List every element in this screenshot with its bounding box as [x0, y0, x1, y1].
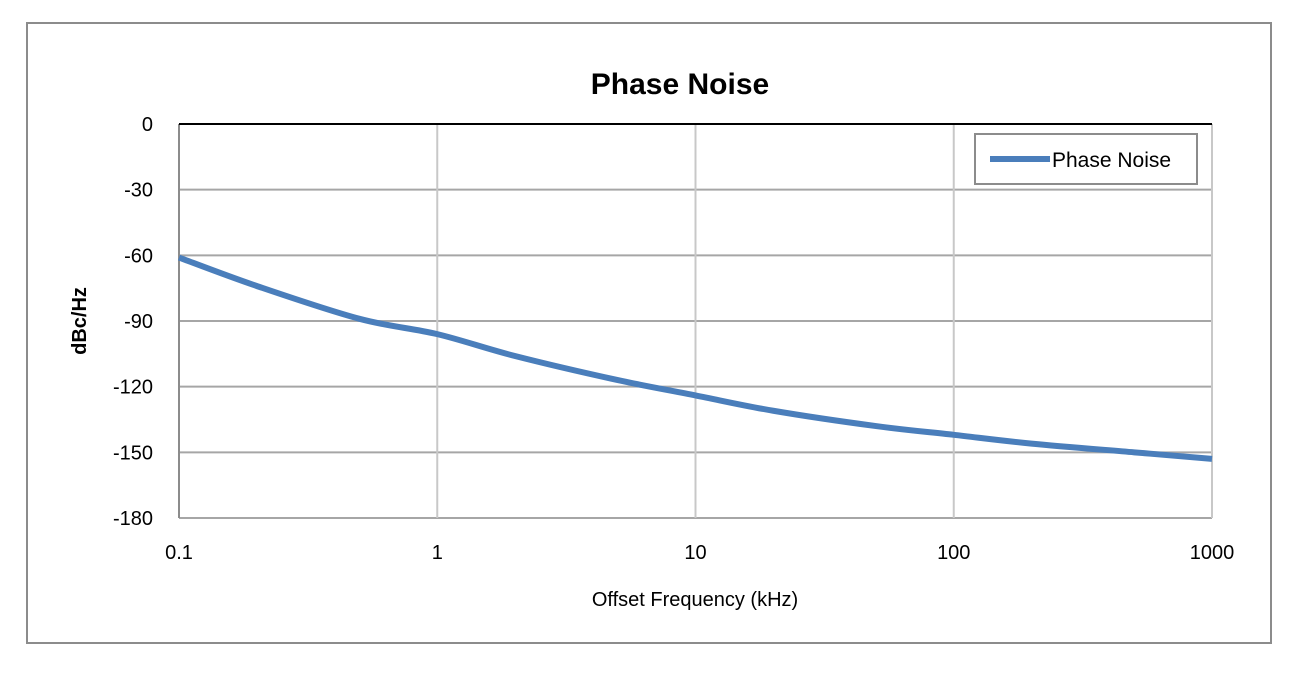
y-tick-label: 0: [142, 114, 153, 136]
y-tick-label: -150: [113, 442, 153, 464]
legend: Phase Noise: [974, 133, 1198, 185]
series-lines: [177, 254, 1213, 462]
grid: [178, 123, 1213, 519]
chart-title: Phase Noise: [591, 68, 769, 101]
x-tick-label: 100: [937, 542, 970, 564]
series-line-phase-noise: [177, 254, 1213, 462]
x-tick-label: 10: [684, 542, 706, 564]
y-tick-label: -30: [124, 180, 153, 202]
y-axis-title: dBc/Hz: [69, 287, 91, 355]
y-tick-label: -90: [124, 311, 153, 333]
x-axis-title: Offset Frequency (kHz): [592, 589, 798, 611]
y-tick-labels: 0 -30 -60 -90 -120 -150 -180: [113, 114, 153, 530]
x-tick-labels: 0.1 1 10 100 1000: [165, 542, 1234, 564]
chart-frame: [26, 22, 1272, 644]
y-tick-label: -120: [113, 377, 153, 399]
y-tick-label: -180: [113, 508, 153, 530]
x-tick-label: 1: [432, 542, 443, 564]
legend-label: Phase Noise: [1052, 149, 1171, 172]
x-tick-label: 1000: [1190, 542, 1235, 564]
y-tick-label: -60: [124, 245, 153, 267]
x-tick-label: 0.1: [165, 542, 193, 564]
